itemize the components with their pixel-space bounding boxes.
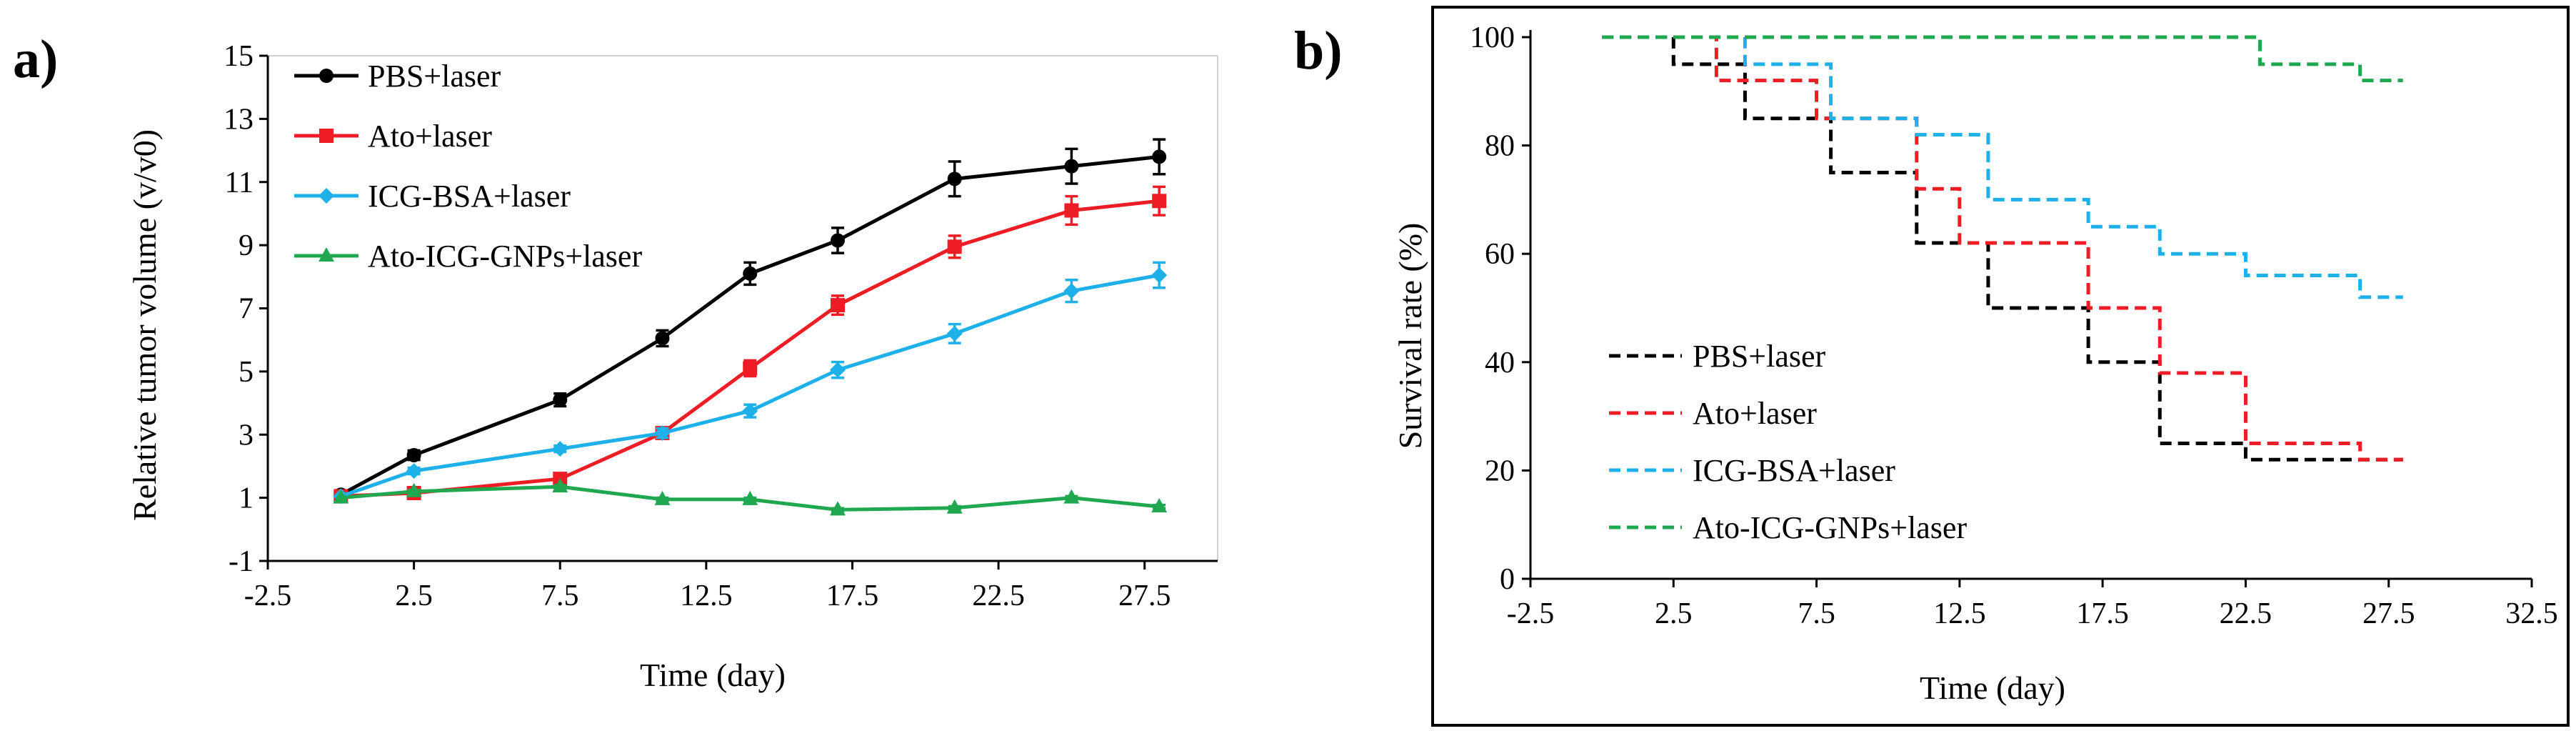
legend-swatch-marker [319, 69, 334, 83]
legend-label: ICG-BSA+laser [368, 179, 571, 214]
panel-a-relative-tumor-volume: a) Relative tumor volume (v/v0) Time (da… [13, 29, 1218, 693]
panel-b-y-tick-label: 100 [1470, 21, 1515, 54]
data-point [406, 447, 421, 462]
panel-b-series-icg-bsa-laser [1602, 35, 2403, 299]
panel-a-x-tick-label: 17.5 [826, 580, 879, 612]
panel-a-series-icg-bsa-laser [333, 261, 1168, 504]
panel-b-x-tick-label: 7.5 [1798, 597, 1835, 630]
panel-a-series-ato-laser [334, 185, 1167, 504]
legend-swatch-marker [319, 129, 334, 143]
data-point [552, 441, 568, 457]
panel-b-x-tick-label: -2.5 [1507, 597, 1555, 630]
panel-a-label: a) [13, 29, 58, 89]
panel-a-x-tick-label: 27.5 [1118, 580, 1171, 612]
panel-b-y-axis-title: Survival rate (%) [1392, 223, 1428, 449]
data-point [406, 463, 422, 479]
data-point [406, 482, 422, 497]
panel-a-x-tick-label: -2.5 [244, 580, 292, 612]
legend-swatch-marker [319, 188, 334, 204]
panel-a-series-pbs-laser [334, 138, 1167, 502]
panel-b-legend-item: PBS+laser [1609, 339, 1826, 374]
panel-a-y-tick-label: 9 [239, 229, 254, 262]
legend-label: ICG-BSA+laser [1693, 453, 1895, 488]
data-point [743, 266, 758, 281]
panel-a-legend-item: ICG-BSA+laser [294, 179, 571, 214]
panel-a-y-tick-label: 13 [224, 103, 254, 136]
data-point [1064, 203, 1079, 218]
panel-b-x-tick-label: 12.5 [1933, 597, 1986, 630]
data-point [1152, 149, 1167, 164]
panel-a-x-tick-label: 12.5 [680, 580, 733, 612]
data-point [947, 239, 962, 254]
panel-b-y-tick-label: 40 [1485, 347, 1515, 379]
panel-b-y-tick-label: 60 [1485, 238, 1515, 271]
data-point [333, 489, 349, 504]
panel-b-legend-item: ICG-BSA+laser [1609, 453, 1895, 488]
legend-label: Ato-ICG-GNPs+laser [368, 239, 642, 274]
data-point [1151, 497, 1168, 512]
panel-a-series-ato-icg-gnps-laser [333, 478, 1168, 516]
panel-b-legend-item: Ato-ICG-GNPs+laser [1609, 510, 1967, 545]
data-point [742, 490, 758, 505]
data-point [830, 362, 846, 378]
panel-a-y-tick-label: 3 [239, 419, 254, 452]
panel-b-label: b) [1294, 21, 1343, 81]
data-point [946, 499, 963, 514]
data-point [552, 478, 568, 493]
panel-b-frame [1431, 6, 2570, 727]
data-point [946, 325, 963, 342]
panel-b-survival-rate: b) Survival rate (%) Time (day) 0 20 40 60 8… [1294, 6, 2570, 727]
data-point [742, 403, 758, 419]
legend-label: PBS+laser [1693, 339, 1826, 374]
data-point [1064, 159, 1079, 174]
data-point [655, 331, 670, 346]
data-point [1152, 194, 1167, 209]
data-point [654, 425, 671, 442]
panel-b-series-ato-laser [1602, 35, 2403, 462]
panel-b-x-tick-label: 27.5 [2362, 597, 2415, 630]
panel-a-y-axis-title: Relative tumor volume (v/v0) [126, 129, 163, 521]
series-line [340, 273, 1160, 498]
panel-b-x-tick-label: 32.5 [2505, 597, 2558, 630]
data-point [1151, 267, 1168, 284]
legend-label: Ato+laser [368, 119, 492, 154]
panel-b-y-tick-label: 20 [1485, 454, 1515, 487]
panel-a-y-tick-label: 1 [239, 482, 254, 515]
data-point [743, 361, 758, 376]
panel-b-x-axis-title: Time (day) [1920, 670, 2065, 706]
data-point [553, 392, 568, 407]
panel-a-x-axis-title: Time (day) [640, 657, 786, 693]
panel-b-x-tick-label: 2.5 [1655, 597, 1693, 630]
panel-a-x-tick-label: 22.5 [972, 580, 1025, 612]
data-point [831, 233, 845, 248]
legend-swatch-marker [319, 247, 334, 262]
data-point [1063, 283, 1080, 299]
data-point [654, 490, 671, 505]
data-point [830, 501, 846, 516]
panel-a-y-tick-label: 7 [239, 293, 254, 326]
panel-a-legend-item: Ato+laser [294, 119, 492, 154]
panel-b-x-tick-label: 22.5 [2220, 597, 2272, 630]
panel-b-series-ato-icg-gnps-laser [1602, 35, 2403, 83]
data-point [947, 171, 962, 187]
panel-b-legend-item: Ato+laser [1609, 396, 1817, 431]
panel-a-x-tick-label: 7.5 [541, 580, 579, 612]
panel-a-y-tick-label: 15 [224, 40, 254, 73]
panel-b-x-tick-label: 17.5 [2076, 597, 2129, 630]
panel-a-legend-item: PBS+laser [294, 59, 501, 94]
panel-a-y-tick-label: 11 [225, 166, 254, 199]
panel-a-x-tick-label: 2.5 [395, 580, 433, 612]
data-point [1063, 489, 1080, 504]
panel-b-series-pbs-laser [1602, 35, 2403, 462]
panel-a-y-tick-label: 5 [239, 356, 254, 389]
data-point [831, 298, 845, 313]
panel-b-y-tick-label: 0 [1500, 563, 1515, 596]
legend-label: Ato+laser [1693, 396, 1817, 431]
panel-a-legend-item: Ato-ICG-GNPs+laser [294, 239, 642, 274]
legend-label: PBS+laser [368, 59, 501, 94]
panel-a-y-tick-label: -1 [229, 545, 254, 578]
legend-label: Ato-ICG-GNPs+laser [1693, 510, 1967, 545]
panel-b-y-tick-label: 80 [1485, 130, 1515, 163]
